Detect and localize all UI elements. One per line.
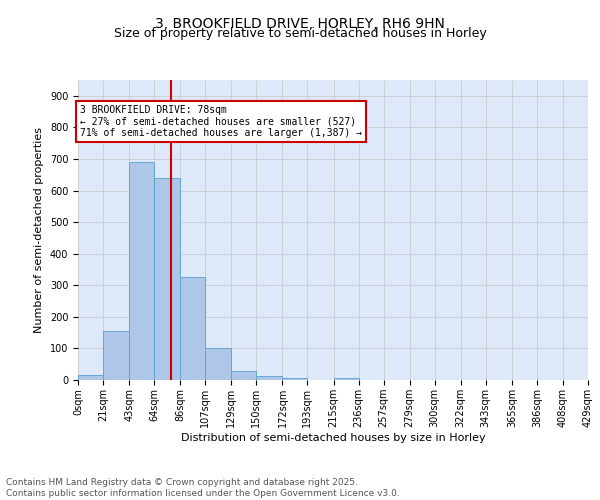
Text: 3, BROOKFIELD DRIVE, HORLEY, RH6 9HN: 3, BROOKFIELD DRIVE, HORLEY, RH6 9HN [155, 18, 445, 32]
Text: Size of property relative to semi-detached houses in Horley: Size of property relative to semi-detach… [113, 28, 487, 40]
Bar [256, 376, 283, 380]
X-axis label: Distribution of semi-detached houses by size in Horley: Distribution of semi-detached houses by … [181, 432, 485, 442]
Bar [103, 331, 129, 380]
Bar [232, 371, 256, 380]
Bar [283, 378, 307, 380]
Text: Contains HM Land Registry data © Crown copyright and database right 2025.
Contai: Contains HM Land Registry data © Crown c… [6, 478, 400, 498]
Bar [334, 378, 359, 380]
Text: 3 BROOKFIELD DRIVE: 78sqm
← 27% of semi-detached houses are smaller (527)
71% of: 3 BROOKFIELD DRIVE: 78sqm ← 27% of semi-… [80, 106, 362, 138]
Bar [205, 348, 232, 380]
Bar [180, 278, 205, 380]
Bar [78, 376, 103, 380]
Y-axis label: Number of semi-detached properties: Number of semi-detached properties [34, 127, 44, 333]
Bar [154, 178, 180, 380]
Bar [129, 162, 154, 380]
